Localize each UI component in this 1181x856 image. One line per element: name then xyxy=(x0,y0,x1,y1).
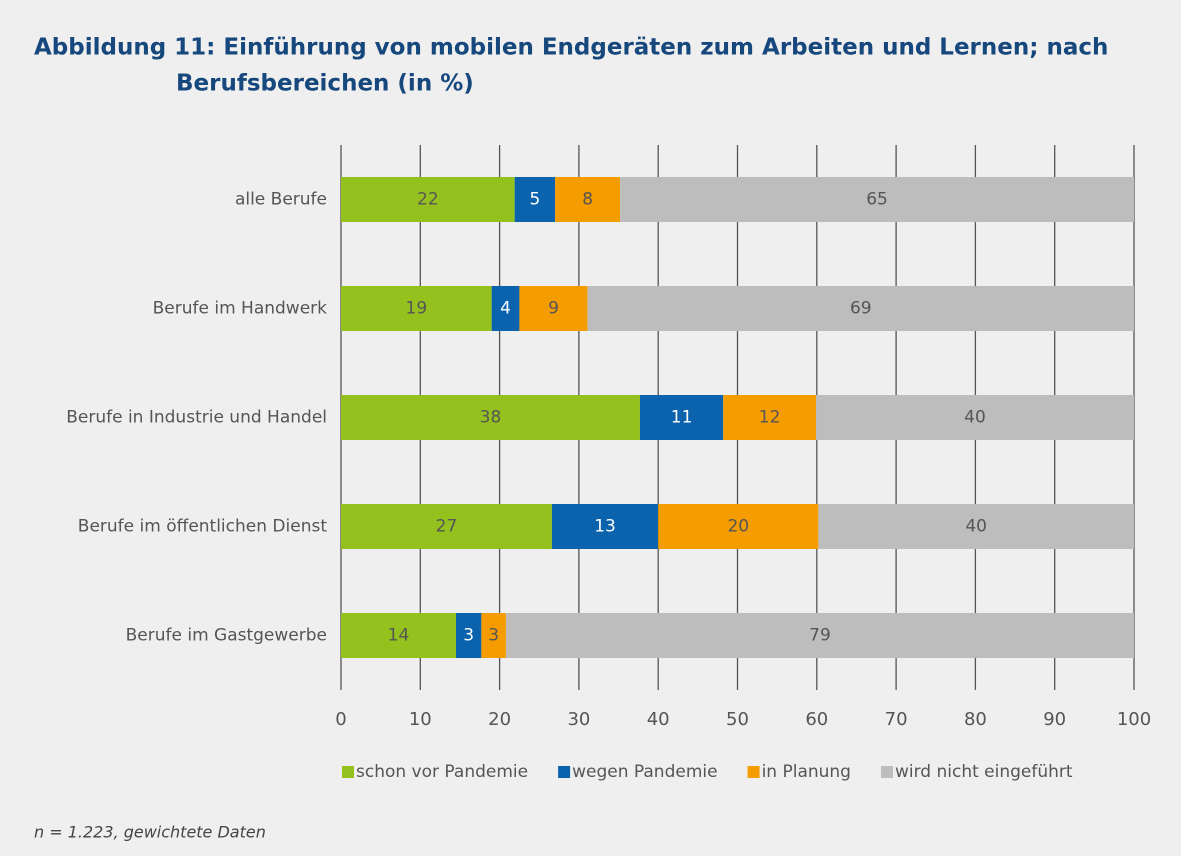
value-label: 40 xyxy=(964,408,986,428)
bar-segment xyxy=(519,286,588,331)
x-tick-label: 60 xyxy=(805,709,828,730)
legend-label: wegen Pandemie xyxy=(572,762,717,782)
x-tick-label: 30 xyxy=(567,709,590,730)
bar-segment xyxy=(505,613,1135,658)
value-label: 5 xyxy=(529,190,540,210)
bar-segment xyxy=(341,504,552,549)
value-label: 4 xyxy=(500,299,511,319)
y-tick-label: Berufe im öffentlichen Dienst xyxy=(78,517,328,537)
value-label: 3 xyxy=(488,626,499,646)
chart-title: Abbildung 11: Einführung von mobilen End… xyxy=(34,35,1108,61)
x-tick-label: 90 xyxy=(1043,709,1066,730)
x-tick-label: 20 xyxy=(488,709,511,730)
legend-swatch xyxy=(558,766,571,778)
bar-segment xyxy=(551,504,659,549)
legend-label: wird nicht eingeführt xyxy=(895,762,1073,782)
bar-segment xyxy=(555,177,621,222)
y-tick-label: Berufe im Handwerk xyxy=(153,299,328,319)
value-label: 9 xyxy=(548,299,559,319)
bar-segment xyxy=(514,177,556,222)
bar-segment xyxy=(816,395,1134,440)
value-label: 13 xyxy=(594,517,616,537)
bar-segment xyxy=(455,613,482,658)
y-tick-label: alle Berufe xyxy=(235,190,327,210)
legend-swatch xyxy=(342,766,354,778)
value-label: 38 xyxy=(480,408,502,428)
y-tick-label: Berufe in Industrie und Handel xyxy=(66,408,327,428)
bar-segment xyxy=(723,395,817,440)
value-label: 11 xyxy=(671,408,693,428)
value-label: 3 xyxy=(463,626,474,646)
bar-segment xyxy=(587,286,1134,331)
x-tick-label: 0 xyxy=(335,709,346,730)
bar-segment xyxy=(639,395,724,440)
value-label: 12 xyxy=(759,408,781,428)
value-label: 27 xyxy=(436,517,458,537)
x-tick-label: 80 xyxy=(964,709,987,730)
legend-label: in Planung xyxy=(762,762,851,782)
value-label: 40 xyxy=(965,517,987,537)
bar-segment xyxy=(341,286,492,331)
note: n = 1.223, gewichtete Daten xyxy=(34,823,266,842)
bar-segment xyxy=(341,177,515,222)
legend-label: schon vor Pandemie xyxy=(356,762,528,782)
bar-segment xyxy=(481,613,506,658)
x-tick-label: 40 xyxy=(647,709,670,730)
value-label: 14 xyxy=(388,626,410,646)
bar-segment xyxy=(620,177,1134,222)
value-label: 19 xyxy=(406,299,428,319)
x-tick-label: 50 xyxy=(726,709,749,730)
value-label: 20 xyxy=(727,517,749,537)
legend-swatch xyxy=(747,766,760,778)
bar-segment xyxy=(491,286,520,331)
legend-swatch xyxy=(880,766,893,778)
bar-segment xyxy=(818,504,1134,549)
bar-segment xyxy=(658,504,819,549)
value-label: 8 xyxy=(582,190,593,210)
bar-segment xyxy=(341,395,640,440)
value-label: 65 xyxy=(866,190,888,210)
value-label: 69 xyxy=(850,299,872,319)
value-label: 79 xyxy=(809,626,831,646)
value-label: 22 xyxy=(417,190,439,210)
x-tick-label: 70 xyxy=(885,709,908,730)
y-tick-label: Berufe im Gastgewerbe xyxy=(126,626,327,646)
x-tick-label: 10 xyxy=(409,709,432,730)
bar-segment xyxy=(341,613,456,658)
x-tick-label: 100 xyxy=(1117,709,1151,730)
chart-title: Berufsbereichen (in %) xyxy=(176,71,474,97)
